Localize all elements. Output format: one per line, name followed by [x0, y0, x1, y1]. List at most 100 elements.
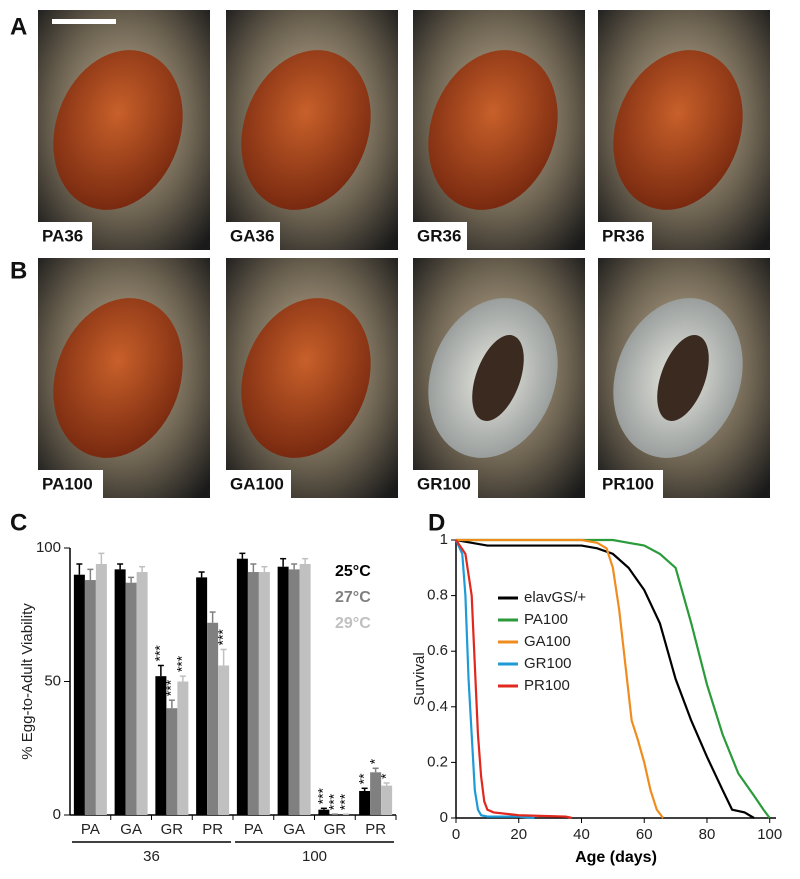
bar — [381, 785, 393, 815]
photo-label: GA36 — [230, 226, 274, 245]
survival-line — [454, 539, 535, 820]
y-tick-label: 0 — [53, 806, 61, 823]
significance: *** — [152, 645, 168, 662]
x-tick-label: GR — [161, 821, 184, 838]
panel-label: C — [10, 509, 27, 536]
bar — [288, 569, 300, 815]
lesion — [657, 335, 709, 421]
y-tick-label: 0.2 — [427, 753, 448, 770]
x-tick-label: 40 — [573, 826, 590, 843]
eye — [241, 298, 371, 458]
group-label: 36 — [143, 848, 160, 865]
eye — [53, 50, 183, 210]
legend-label: GR100 — [524, 655, 572, 672]
bar — [177, 681, 189, 815]
y-tick-label: 50 — [44, 672, 61, 689]
lesion — [472, 335, 524, 421]
bar — [155, 676, 167, 815]
survival-line — [456, 538, 771, 819]
photo-label: GA100 — [230, 474, 284, 493]
x-tick-label: PR — [365, 821, 386, 838]
x-tick-label: PA — [81, 821, 100, 838]
panel-label: D — [428, 509, 445, 536]
bar — [73, 574, 85, 815]
photo-label-bg — [226, 470, 291, 498]
bar — [95, 564, 107, 815]
photo-label: PR100 — [602, 474, 654, 493]
photo-label-bg — [38, 222, 92, 250]
x-tick-label: GA — [283, 821, 305, 838]
x-tick-label: 60 — [636, 826, 653, 843]
panel-label: B — [10, 257, 27, 284]
y-axis-label: % Egg-to-Adult Viability — [19, 603, 36, 760]
significance: *** — [214, 629, 230, 646]
bar — [258, 572, 270, 815]
bar — [299, 564, 311, 815]
group-label: 100 — [302, 848, 327, 865]
x-axis-label: Age (days) — [575, 849, 657, 866]
bar — [196, 577, 208, 815]
survival-line — [455, 538, 755, 819]
eye — [241, 50, 371, 210]
x-tick-label: GR — [324, 821, 347, 838]
bar — [166, 708, 178, 815]
bar — [114, 569, 126, 815]
bar — [218, 665, 230, 815]
eye — [613, 50, 743, 210]
significance: *** — [315, 787, 331, 804]
eye — [428, 50, 558, 210]
bar — [359, 790, 371, 815]
y-tick-label: 0.6 — [427, 642, 448, 659]
bar — [247, 572, 259, 815]
legend-label: 29°C — [335, 615, 371, 632]
bar — [136, 572, 148, 815]
y-axis-label: Survival — [411, 652, 428, 705]
legend-label: PR100 — [524, 677, 570, 694]
bar — [207, 622, 219, 815]
x-tick-label: PA — [244, 821, 263, 838]
bar — [125, 582, 137, 815]
photo-label-bg — [226, 222, 280, 250]
survival-line — [455, 539, 573, 820]
bar — [277, 566, 289, 815]
significance: ** — [355, 773, 371, 784]
bar — [84, 580, 96, 815]
survival-line — [456, 538, 664, 819]
significance: *** — [337, 793, 353, 810]
photo-label-bg — [413, 470, 478, 498]
panel-label: A — [10, 13, 27, 40]
x-tick-label: PR — [202, 821, 223, 838]
y-tick-label: 0.4 — [427, 698, 448, 715]
photo-label-bg — [413, 222, 467, 250]
photo-label-bg — [38, 470, 103, 498]
x-tick-label: 20 — [510, 826, 527, 843]
legend-label: GA100 — [524, 633, 571, 650]
photo-label: PA36 — [42, 226, 83, 245]
legend-label: 25°C — [335, 563, 371, 580]
scale-bar — [52, 19, 116, 24]
bar — [370, 772, 382, 815]
eye — [53, 298, 183, 458]
significance: *** — [174, 655, 190, 672]
bar — [318, 809, 330, 815]
photo-label: GR36 — [417, 226, 461, 245]
x-tick-label: GA — [120, 821, 142, 838]
y-tick-label: 0.8 — [427, 587, 448, 604]
y-tick-label: 100 — [36, 539, 61, 556]
photo-label-bg — [598, 222, 652, 250]
photo-label: GR100 — [417, 474, 471, 493]
significance: *** — [163, 679, 179, 696]
photo-label-bg — [598, 470, 663, 498]
legend-label: 27°C — [335, 589, 371, 606]
y-tick-label: 0 — [440, 809, 448, 826]
x-tick-label: 100 — [757, 826, 782, 843]
x-tick-label: 80 — [699, 826, 716, 843]
legend-label: PA100 — [524, 611, 568, 628]
y-tick-label: 1 — [440, 531, 448, 548]
x-tick-label: 0 — [452, 826, 460, 843]
significance: * — [377, 773, 393, 779]
bar — [236, 558, 248, 815]
significance: * — [366, 758, 382, 764]
photo-label: PA100 — [42, 474, 93, 493]
